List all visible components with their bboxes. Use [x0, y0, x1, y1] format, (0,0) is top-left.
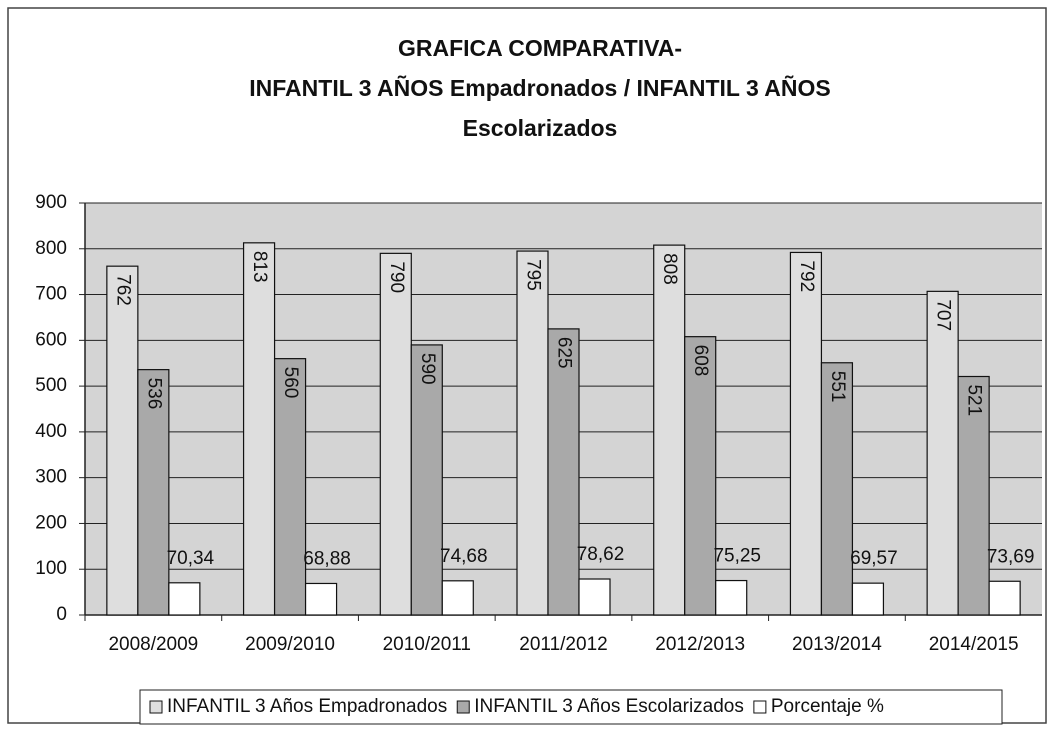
bar: [137, 369, 170, 616]
data-label: 762: [112, 274, 133, 306]
x-tick-label: 2010/2011: [383, 634, 471, 655]
y-tick-label: 900: [35, 192, 67, 213]
x-tick-label: 2008/2009: [108, 634, 198, 655]
x-tick-label: 2013/2014: [792, 634, 882, 655]
y-tick-label: 400: [35, 421, 67, 442]
legend-label: INFANTIL 3 Años Escolarizados: [474, 696, 744, 717]
bar: [789, 251, 823, 616]
bar: [441, 580, 474, 616]
data-label: 73,69: [987, 546, 1035, 567]
bar: [304, 582, 338, 616]
data-label: 74,68: [440, 546, 488, 567]
bar: [547, 328, 580, 616]
bar: [273, 358, 307, 616]
legend-label: INFANTIL 3 Años Empadronados: [167, 696, 447, 717]
legend-swatch: [456, 700, 470, 714]
bar: [926, 290, 959, 616]
data-label: 792: [796, 260, 817, 292]
data-label: 69,57: [850, 548, 898, 569]
bar: [106, 265, 139, 616]
x-tick-label: 2011/2012: [519, 634, 607, 655]
legend-swatch: [753, 700, 767, 714]
y-tick-label: 100: [35, 558, 67, 579]
data-label: 808: [659, 253, 680, 285]
data-label: 608: [690, 345, 711, 377]
bar: [410, 344, 443, 616]
data-label: 70,34: [167, 548, 215, 569]
bar: [168, 582, 201, 616]
bar: [242, 242, 276, 616]
y-tick-label: 200: [35, 512, 67, 533]
y-tick-label: 800: [35, 238, 67, 259]
data-label: 521: [964, 384, 985, 416]
chart-title: INFANTIL 3 AÑOS Empadronados / INFANTIL …: [249, 74, 830, 101]
data-label: 813: [249, 251, 270, 283]
chart-title: Escolarizados: [463, 115, 618, 141]
bar: [379, 252, 412, 616]
legend-box: [139, 689, 1003, 725]
y-tick-label: 600: [35, 329, 67, 350]
bar: [988, 580, 1021, 616]
bar: [578, 578, 611, 616]
data-label: 707: [933, 299, 954, 331]
bar: [684, 336, 717, 616]
data-label: 590: [417, 353, 438, 385]
data-label: 560: [280, 367, 301, 399]
bar: [851, 582, 885, 616]
data-label: 75,25: [713, 546, 761, 567]
data-label: 68,88: [303, 548, 351, 569]
x-tick-label: 2012/2013: [655, 634, 745, 655]
bar: [820, 362, 854, 616]
x-tick-label: 2009/2010: [245, 634, 335, 655]
data-label: 625: [553, 337, 574, 369]
legend-swatch: [149, 700, 163, 714]
data-label: 790: [386, 261, 407, 293]
chart-title: GRAFICA COMPARATIVA-: [398, 35, 682, 61]
bar: [957, 375, 990, 616]
data-label: 536: [143, 378, 164, 410]
data-label: 551: [827, 371, 848, 403]
y-tick-label: 700: [35, 284, 67, 305]
bar: [516, 250, 549, 616]
y-tick-label: 300: [35, 467, 67, 488]
data-label: 78,62: [577, 544, 625, 565]
bar: [653, 244, 686, 616]
legend-label: Porcentaje %: [771, 696, 884, 717]
y-tick-label: 500: [35, 375, 67, 396]
data-label: 795: [522, 259, 543, 291]
bar: [715, 579, 748, 616]
y-tick-label: 0: [56, 604, 67, 625]
x-tick-label: 2014/2015: [929, 634, 1019, 655]
